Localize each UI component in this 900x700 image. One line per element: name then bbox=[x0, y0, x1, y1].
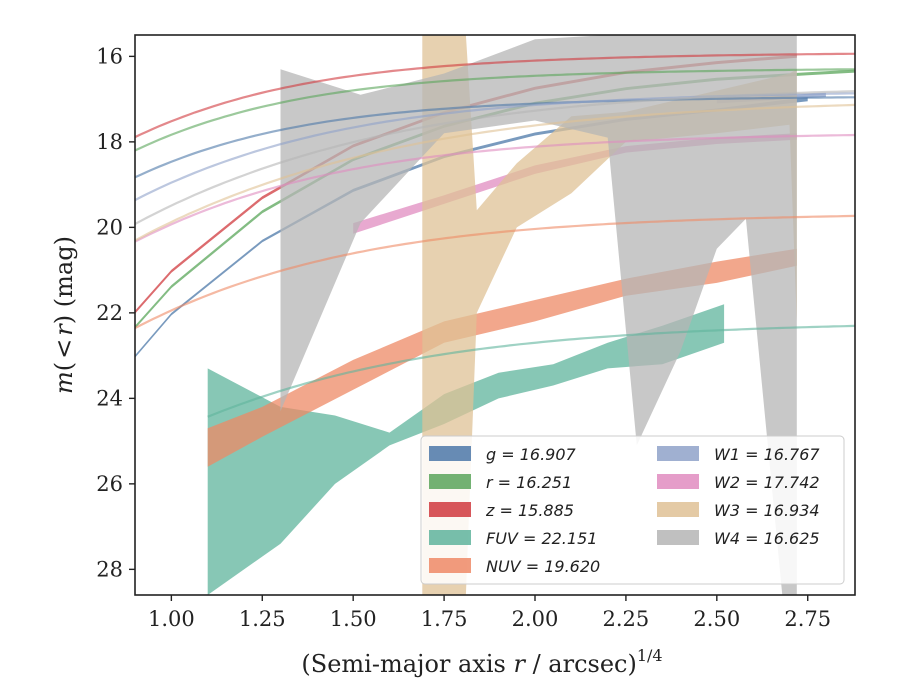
band-nuv bbox=[207, 248, 797, 467]
legend-label-w3: W3 = 16.934 bbox=[714, 501, 820, 520]
y-tick-label: 16 bbox=[96, 44, 123, 68]
x-axis-ticks: 1.00 1.25 1.50 1.75 2.00 2.25 2.50 2.75 bbox=[148, 595, 831, 631]
x-tick-label: 2.00 bbox=[512, 607, 559, 631]
legend-swatch-fuv bbox=[429, 530, 471, 545]
fit-line-w3 bbox=[135, 103, 855, 242]
band-w4 bbox=[280, 35, 797, 595]
legend-label-z: z = 15.885 bbox=[485, 501, 574, 520]
y-tick-label: 20 bbox=[96, 215, 123, 239]
legend-swatch-w2 bbox=[657, 474, 699, 489]
legend-label-w4: W4 = 16.625 bbox=[714, 529, 820, 548]
fit-line-w4 bbox=[135, 90, 855, 225]
legend-swatch-nuv bbox=[429, 558, 471, 573]
y-axis-label: m(<r) (mag) bbox=[50, 236, 78, 394]
series-fit-lines bbox=[135, 52, 855, 418]
y-tick-label: 18 bbox=[96, 130, 123, 154]
legend-label-nuv: NUV = 19.620 bbox=[486, 557, 600, 576]
fit-line-fuv bbox=[207, 324, 855, 418]
y-tick-label: 24 bbox=[96, 386, 123, 410]
fit-line-nuv bbox=[135, 214, 855, 330]
x-tick-label: 2.50 bbox=[693, 607, 740, 631]
x-tick-label: 1.75 bbox=[421, 607, 468, 631]
fit-line-z bbox=[135, 52, 855, 139]
legend-label-fuv: FUV = 22.151 bbox=[486, 529, 597, 548]
x-tick-label: 1.50 bbox=[330, 607, 377, 631]
legend-label-w1: W1 = 16.767 bbox=[714, 445, 820, 464]
y-axis-ticks: 16 18 20 22 24 26 28 bbox=[96, 44, 135, 581]
plot-area-frame bbox=[134, 34, 856, 596]
legend-swatch-w4 bbox=[657, 530, 699, 545]
legend: g = 16.907 r = 16.251 z = 15.885 FUV = 22.1… bbox=[420, 435, 845, 585]
x-tick-label: 1.25 bbox=[239, 607, 286, 631]
legend-swatch-z bbox=[429, 502, 471, 517]
fit-line-g bbox=[135, 96, 855, 179]
legend-swatch-w3 bbox=[657, 502, 699, 517]
legend-label-w2: W2 = 17.742 bbox=[714, 473, 820, 492]
legend-swatch-r bbox=[429, 474, 471, 489]
legend-swatch-g bbox=[429, 446, 471, 461]
legend-box bbox=[420, 435, 845, 585]
y-tick-label: 28 bbox=[96, 557, 123, 581]
fit-line-w2 bbox=[135, 133, 855, 243]
x-tick-label: 2.75 bbox=[784, 607, 831, 631]
legend-label-r: r = 16.251 bbox=[486, 473, 572, 492]
y-tick-label: 22 bbox=[96, 301, 123, 325]
fit-line-r bbox=[135, 68, 855, 152]
x-tick-label: 2.25 bbox=[603, 607, 650, 631]
x-tick-label: 1.00 bbox=[148, 607, 195, 631]
band-w3 bbox=[422, 35, 797, 595]
y-tick-label: 26 bbox=[96, 472, 123, 496]
x-axis-label: (Semi-major axis r / arcsec)1/4 bbox=[301, 646, 662, 678]
legend-label-g: g = 16.907 bbox=[486, 445, 577, 464]
legend-swatch-w1 bbox=[657, 446, 699, 461]
